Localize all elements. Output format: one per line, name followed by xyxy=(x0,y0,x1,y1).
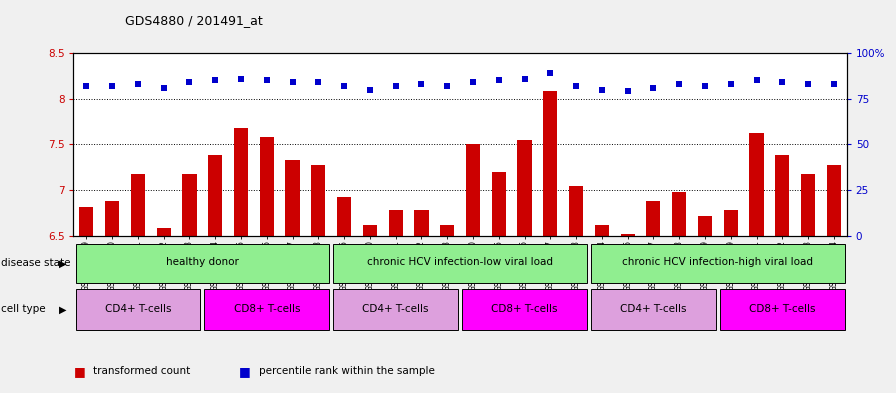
Bar xyxy=(724,210,737,236)
Text: CD8+ T-cells: CD8+ T-cells xyxy=(749,303,815,314)
Bar xyxy=(286,160,299,236)
Bar xyxy=(462,289,587,330)
Text: transformed count: transformed count xyxy=(93,366,191,376)
Text: ■: ■ xyxy=(73,365,85,378)
Bar xyxy=(75,289,201,330)
Bar xyxy=(749,134,763,236)
Text: CD4+ T-cells: CD4+ T-cells xyxy=(620,303,686,314)
Point xyxy=(827,81,841,87)
Bar xyxy=(827,165,841,236)
Bar xyxy=(311,165,325,236)
Bar xyxy=(208,155,222,236)
Bar xyxy=(698,216,712,236)
Bar xyxy=(672,192,686,236)
Bar xyxy=(79,207,93,236)
Text: disease state: disease state xyxy=(1,258,71,268)
Point xyxy=(466,79,480,85)
Bar xyxy=(333,289,458,330)
Text: cell type: cell type xyxy=(1,305,46,314)
Bar xyxy=(543,92,557,236)
Point xyxy=(286,79,300,85)
Point xyxy=(440,83,454,89)
Point xyxy=(620,88,634,95)
Point xyxy=(311,79,325,85)
Point xyxy=(775,79,789,85)
Text: chronic HCV infection-low viral load: chronic HCV infection-low viral load xyxy=(367,257,553,268)
Bar xyxy=(591,289,716,330)
Bar xyxy=(595,225,609,236)
Text: percentile rank within the sample: percentile rank within the sample xyxy=(259,366,435,376)
Bar xyxy=(646,201,660,236)
Bar xyxy=(414,210,428,236)
Bar xyxy=(183,174,196,236)
Point xyxy=(414,81,428,87)
Point xyxy=(182,79,196,85)
Point xyxy=(208,77,222,84)
Bar xyxy=(518,140,531,236)
Bar xyxy=(75,244,329,283)
Point xyxy=(234,75,248,82)
Bar xyxy=(591,244,845,283)
Point xyxy=(260,77,274,84)
Point xyxy=(105,83,119,89)
Bar xyxy=(440,225,454,236)
Text: GDS4880 / 201491_at: GDS4880 / 201491_at xyxy=(125,14,263,27)
Point xyxy=(698,83,712,89)
Text: CD8+ T-cells: CD8+ T-cells xyxy=(234,303,300,314)
Text: ■: ■ xyxy=(239,365,251,378)
Bar xyxy=(569,185,583,236)
Point xyxy=(157,84,171,91)
Text: ▶: ▶ xyxy=(59,258,66,268)
Bar xyxy=(105,201,119,236)
Point xyxy=(363,86,377,93)
Text: healthy donor: healthy donor xyxy=(166,257,239,268)
Bar xyxy=(131,174,145,236)
Text: ▶: ▶ xyxy=(59,305,66,314)
Bar xyxy=(234,128,248,236)
Bar xyxy=(775,155,789,236)
Bar xyxy=(492,172,506,236)
Bar xyxy=(801,174,815,236)
Point xyxy=(595,86,609,93)
Bar xyxy=(204,289,329,330)
Point xyxy=(672,81,686,87)
Text: CD4+ T-cells: CD4+ T-cells xyxy=(362,303,429,314)
Point xyxy=(337,83,351,89)
Text: CD8+ T-cells: CD8+ T-cells xyxy=(491,303,558,314)
Bar xyxy=(363,225,377,236)
Bar xyxy=(621,234,634,236)
Bar xyxy=(389,210,402,236)
Text: CD4+ T-cells: CD4+ T-cells xyxy=(105,303,171,314)
Bar xyxy=(333,244,587,283)
Point xyxy=(389,83,403,89)
Point xyxy=(543,70,557,76)
Point xyxy=(131,81,145,87)
Point xyxy=(801,81,815,87)
Point xyxy=(724,81,738,87)
Point xyxy=(569,83,583,89)
Bar xyxy=(719,289,845,330)
Point xyxy=(646,84,660,91)
Point xyxy=(749,77,763,84)
Bar xyxy=(157,228,171,236)
Point xyxy=(517,75,531,82)
Text: chronic HCV infection-high viral load: chronic HCV infection-high viral load xyxy=(623,257,814,268)
Point xyxy=(79,83,93,89)
Bar xyxy=(260,137,274,236)
Point xyxy=(492,77,506,84)
Bar xyxy=(337,197,351,236)
Bar xyxy=(466,144,480,236)
